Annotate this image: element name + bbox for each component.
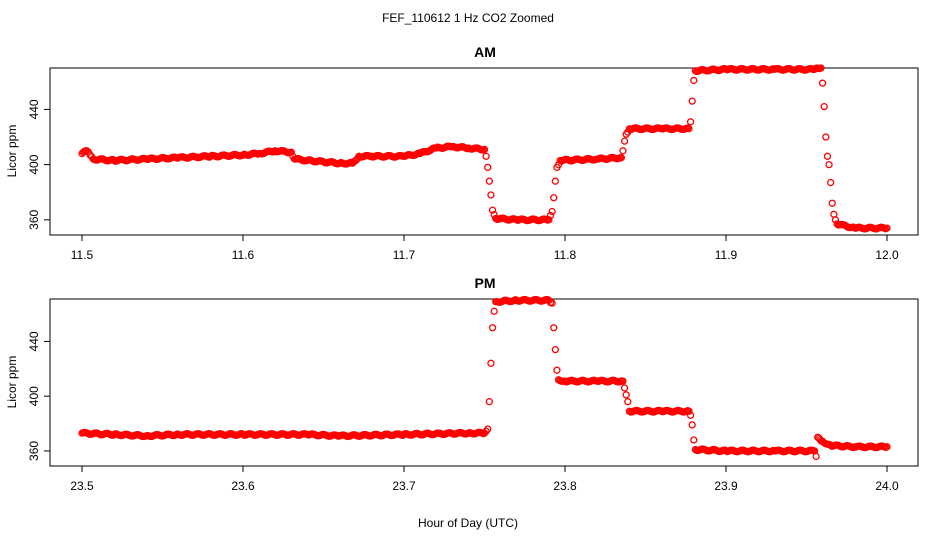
am-x-tick-label: 12.0 bbox=[875, 248, 899, 262]
pm-data-point bbox=[487, 359, 495, 367]
am-panel-title: AM bbox=[474, 44, 496, 60]
pm-x-tick-label: 23.6 bbox=[231, 479, 255, 493]
am-data-point bbox=[827, 178, 835, 187]
am-data-point bbox=[822, 133, 830, 141]
pm-y-ticks: 360 400 440 bbox=[27, 331, 50, 461]
am-y-tick-label: 400 bbox=[27, 154, 41, 174]
pm-data-point bbox=[883, 443, 891, 451]
am-data-point bbox=[617, 154, 625, 162]
pm-x-tick-label: 23.8 bbox=[553, 479, 577, 493]
pm-y-tick-label: 440 bbox=[27, 331, 41, 351]
pm-y-tick-label: 360 bbox=[27, 441, 41, 461]
pm-data-point bbox=[686, 411, 695, 420]
am-data-point bbox=[548, 207, 556, 216]
am-data-point bbox=[823, 152, 832, 160]
am-data-point bbox=[817, 64, 825, 72]
pm-data-point bbox=[488, 324, 497, 332]
am-data-point bbox=[545, 216, 553, 224]
pm-y-tick-label: 400 bbox=[27, 386, 41, 406]
am-x-tick-label: 11.6 bbox=[232, 248, 255, 262]
pm-data-point bbox=[484, 425, 492, 433]
am-y-ticks: 360 400 440 bbox=[27, 99, 50, 230]
am-x-tick-label: 11.8 bbox=[554, 248, 577, 262]
am-data-point bbox=[488, 206, 497, 214]
am-data-point bbox=[825, 160, 833, 169]
pm-data-points bbox=[78, 295, 891, 461]
am-data-point bbox=[287, 148, 295, 156]
am-data-point bbox=[484, 163, 492, 172]
am-data-point bbox=[487, 191, 495, 199]
pm-data-point bbox=[620, 384, 629, 392]
am-data-point bbox=[820, 102, 828, 111]
pm-x-tick-label: 23.7 bbox=[392, 479, 416, 493]
am-y-axis-label: Licor ppm bbox=[5, 125, 19, 178]
pm-data-point bbox=[622, 391, 630, 399]
pm-x-tick-label: 23.5 bbox=[70, 479, 94, 493]
pm-data-point bbox=[550, 324, 558, 332]
pm-data-point bbox=[548, 299, 556, 307]
pm-plot-frame bbox=[49, 298, 919, 467]
am-x-tick-label: 11.5 bbox=[71, 248, 94, 262]
panel-pm: PM Licor ppm 23.5 23.6 23.7 23.8 23.9 24.0 36… bbox=[5, 275, 919, 493]
am-y-tick-label: 440 bbox=[27, 99, 41, 119]
pm-data-point bbox=[551, 345, 559, 354]
pm-x-tick-label: 24.0 bbox=[875, 479, 899, 493]
am-data-point bbox=[550, 194, 558, 202]
am-data-point bbox=[686, 118, 695, 126]
am-data-point bbox=[485, 177, 493, 185]
pm-data-point bbox=[624, 398, 632, 406]
am-data-point bbox=[828, 199, 836, 207]
pm-data-point bbox=[490, 307, 498, 315]
pm-data-point bbox=[690, 436, 698, 444]
am-data-point bbox=[482, 152, 490, 160]
pm-x-ticks: 23.5 23.6 23.7 23.8 23.9 24.0 bbox=[70, 466, 899, 493]
panel-am: AM Licor ppm 11.5 11.6 11.7 11.8 11.9 12.0 36… bbox=[5, 44, 919, 262]
am-data-point bbox=[883, 224, 891, 232]
am-data-point bbox=[619, 147, 627, 155]
pm-y-axis-label: Licor ppm bbox=[5, 356, 19, 409]
am-data-point bbox=[546, 211, 555, 220]
am-plot-frame bbox=[49, 67, 919, 236]
am-data-point bbox=[551, 177, 559, 185]
am-data-point bbox=[818, 79, 827, 87]
figure-title: FEF_110612 1 Hz CO2 Zoomed bbox=[382, 11, 554, 25]
pm-data-point bbox=[685, 407, 693, 415]
am-x-tick-label: 11.7 bbox=[393, 248, 416, 262]
pm-data-point bbox=[553, 366, 561, 374]
am-data-point bbox=[480, 145, 489, 154]
am-data-point bbox=[690, 76, 698, 85]
x-axis-label: Hour of Day (UTC) bbox=[418, 516, 518, 530]
am-data-point bbox=[685, 125, 693, 133]
pm-data-point bbox=[688, 421, 696, 429]
pm-data-point bbox=[812, 452, 820, 461]
am-data-points bbox=[78, 64, 891, 233]
pm-x-tick-label: 23.9 bbox=[714, 479, 738, 493]
am-data-point bbox=[688, 97, 696, 105]
am-data-point bbox=[620, 137, 629, 145]
am-y-tick-label: 360 bbox=[27, 209, 41, 229]
pm-panel-title: PM bbox=[475, 275, 496, 291]
pm-data-point bbox=[485, 398, 493, 406]
am-x-ticks: 11.5 11.6 11.7 11.8 11.9 12.0 bbox=[71, 235, 899, 262]
am-x-tick-label: 11.9 bbox=[715, 248, 738, 262]
pm-data-point bbox=[619, 377, 627, 385]
